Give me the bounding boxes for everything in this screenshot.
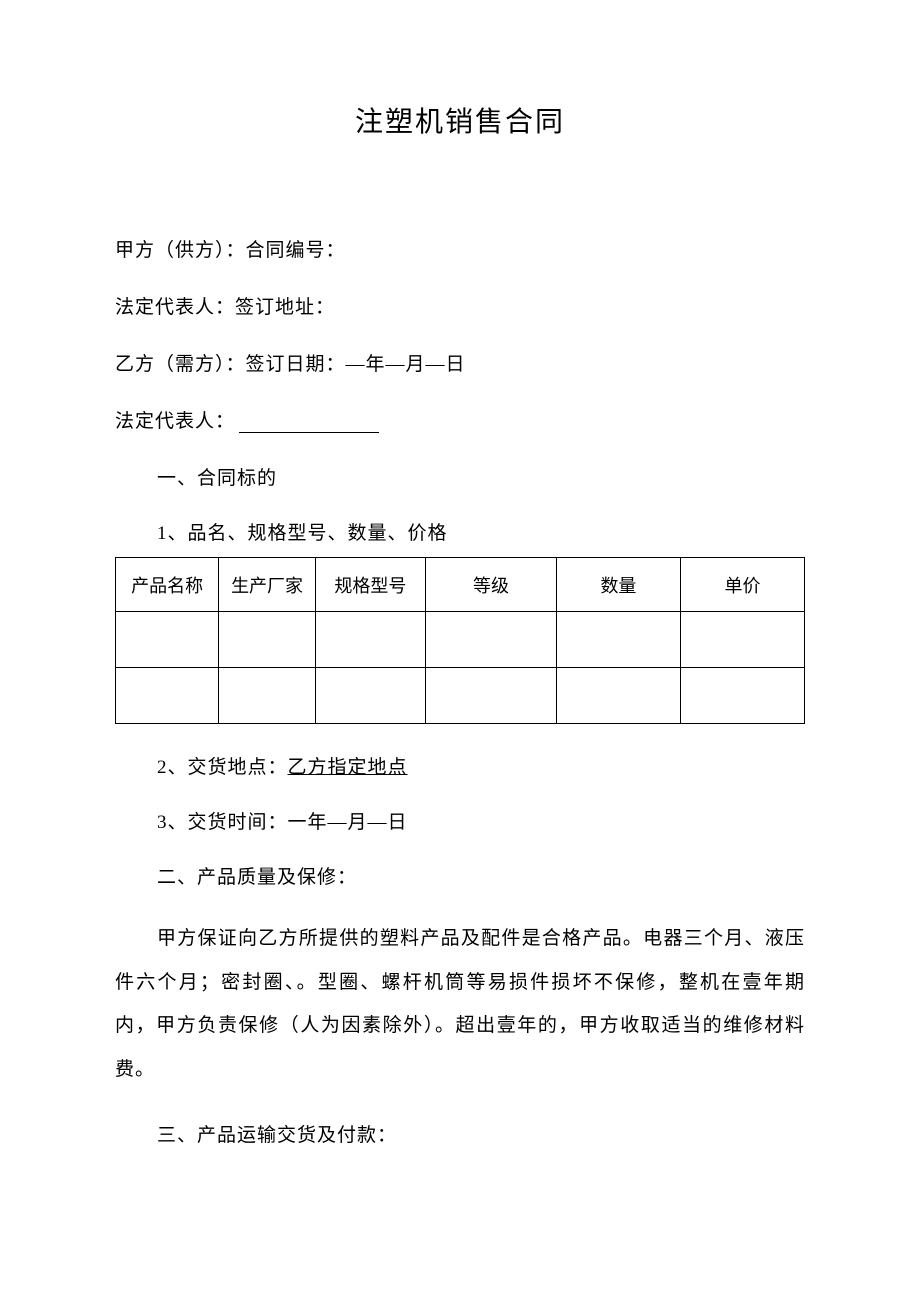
section-2-body: 甲方保证向乙方所提供的塑料产品及配件是合格产品。电器三个月、液压件六个月；密封圈… [115,917,805,1092]
delivery-location-value: 乙方指定地点 [288,757,408,778]
section-1-item-2: 2、交货地点：乙方指定地点 [157,752,805,779]
table-header-manufacturer: 生产厂家 [219,558,315,612]
table-header-product: 产品名称 [116,558,219,612]
legal-rep-a-line: 法定代表人：签订地址： [115,292,805,319]
table-cell [426,612,557,668]
table-cell [556,612,680,668]
party-b-line: 乙方（需方）：签订日期：—年—月—日 [115,349,805,376]
table-header-quantity: 数量 [556,558,680,612]
table-header-spec: 规格型号 [315,558,425,612]
document-title: 注塑机销售合同 [115,100,805,140]
section-1-item-1: 1、品名、规格型号、数量、价格 [157,518,805,545]
table-cell [426,668,557,724]
table-row [116,612,805,668]
table-cell [680,668,804,724]
table-header-price: 单价 [680,558,804,612]
table-header-grade: 等级 [426,558,557,612]
table-cell [116,612,219,668]
legal-rep-b-line: 法定代表人： [115,406,805,433]
table-cell [556,668,680,724]
blank-underline [239,413,379,433]
section-1-heading: 一、合同标的 [157,463,805,490]
section-1-item-3: 3、交货时间：一年—月—日 [157,807,805,834]
table-cell [680,612,804,668]
delivery-location-label: 2、交货地点： [157,757,288,778]
legal-rep-b-label: 法定代表人： [115,411,235,432]
table-header-row: 产品名称 生产厂家 规格型号 等级 数量 单价 [116,558,805,612]
section-3-heading: 三、产品运输交货及付款： [157,1120,805,1147]
table-cell [315,612,425,668]
table-row [116,668,805,724]
table-cell [315,668,425,724]
table-cell [116,668,219,724]
table-cell [219,612,315,668]
party-a-line: 甲方（供方）：合同编号： [115,235,805,262]
table-cell [219,668,315,724]
section-2-heading: 二、产品质量及保修： [157,862,805,889]
product-table: 产品名称 生产厂家 规格型号 等级 数量 单价 [115,557,805,724]
